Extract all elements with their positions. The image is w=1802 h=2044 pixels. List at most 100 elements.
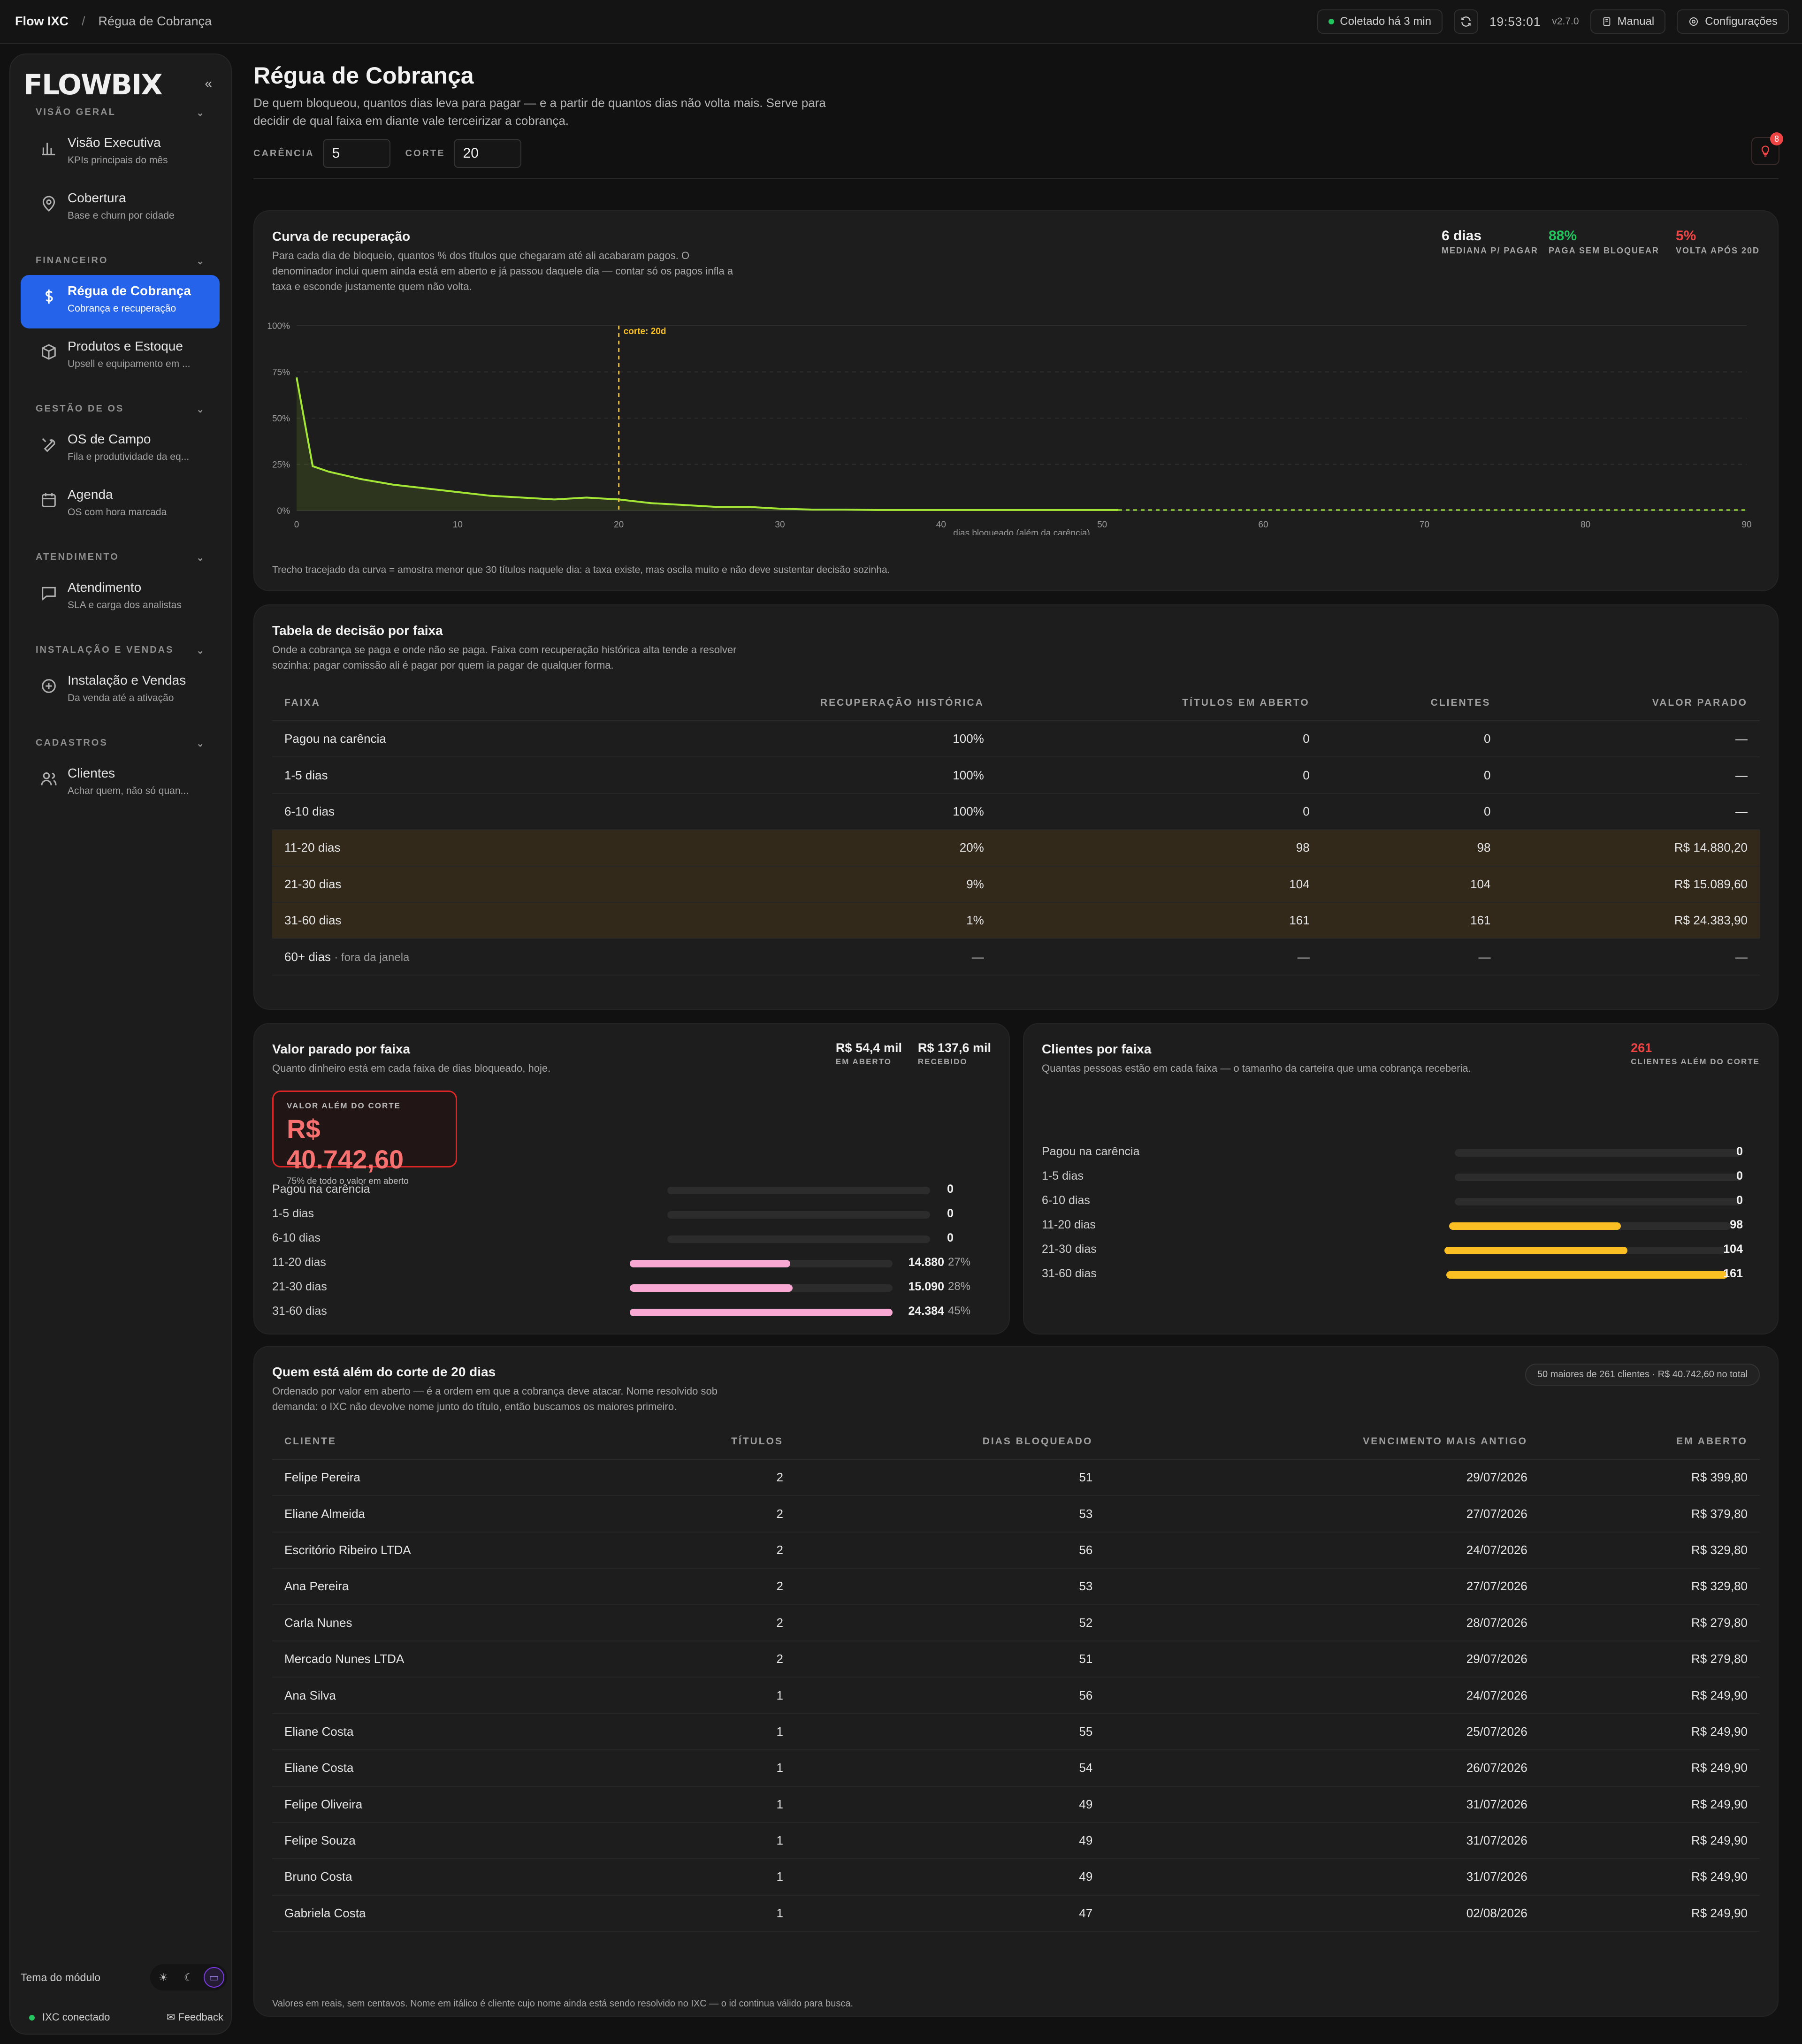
col-clientes[interactable]: CLIENTES: [1321, 685, 1503, 721]
bar-fill: [630, 1309, 893, 1316]
decision-cell: R$ 15.089,60: [1503, 866, 1760, 903]
section-gestao-de-os[interactable]: GESTÃO DE OS ⌄: [36, 404, 206, 415]
map-pin-icon: [42, 196, 55, 212]
section-cadastros[interactable]: CADASTROS ⌄: [36, 738, 206, 749]
client-cell: 56: [795, 1677, 1105, 1714]
bar-value: 98: [1730, 1218, 1743, 1231]
x-axis-label: dias bloqueado (além da carência): [953, 528, 1090, 535]
sidebar-item-regua-de-cobranca[interactable]: Régua de Cobrança Cobrança e recuperação: [21, 275, 220, 328]
x-tick-label: 10: [453, 520, 463, 530]
sidebar-item-agenda[interactable]: Agenda OS com hora marcada: [21, 479, 220, 532]
decision-table-card: Tabela de decisão por faixa Onde a cobra…: [253, 604, 1779, 1010]
corte-label: CORTE: [405, 148, 445, 159]
decision-cell: 1-5 dias: [272, 757, 593, 794]
book-icon: [1603, 17, 1610, 26]
feedback-label: Feedback: [178, 2011, 223, 2023]
decision-cell: —: [1503, 793, 1760, 831]
client-cell: 29/07/2026: [1105, 1640, 1540, 1678]
sidebar-item-produtos-e-estoque[interactable]: Produtos e Estoque Upsell e equipamento …: [21, 330, 220, 384]
collapse-sidebar-icon[interactable]: «: [205, 76, 212, 91]
bar-label: 1-5 dias: [1042, 1169, 1084, 1182]
client-row[interactable]: Felipe Souza 1 49 31/07/2026 R$ 249,90: [272, 1822, 1760, 1860]
client-row[interactable]: Felipe Oliveira 1 49 31/07/2026 R$ 249,90: [272, 1786, 1760, 1823]
col-em-aberto[interactable]: EM ABERTO: [1539, 1424, 1760, 1460]
bar-percent: 45%: [948, 1304, 971, 1317]
box-icon: [42, 344, 56, 360]
client-cell: 29/07/2026: [1105, 1459, 1540, 1496]
moon-icon[interactable]: ☾: [183, 1971, 194, 1983]
corte-input[interactable]: 20: [453, 139, 521, 168]
decision-table: FAIXA RECUPERAÇÃO HISTÓRICA TÍTULOS EM A…: [272, 685, 1760, 976]
section-instalacao-e-vendas[interactable]: INSTALAÇÃO E VENDAS ⌄: [36, 645, 206, 656]
col-faixa[interactable]: FAIXA: [272, 685, 593, 721]
breadcrumb-app[interactable]: Flow IXC: [15, 14, 69, 28]
client-row[interactable]: Ana Silva 1 56 24/07/2026 R$ 249,90: [272, 1677, 1760, 1714]
decision-row: 60+ dias · fora da janela — — — —: [272, 938, 1760, 976]
sidebar-item-label: Produtos e Estoque: [68, 339, 183, 353]
client-cell: Escritório Ribeiro LTDA: [272, 1532, 620, 1569]
bar-track: [1455, 1198, 1742, 1205]
col-dias-bloqueado[interactable]: DIAS BLOQUEADO: [795, 1424, 1105, 1460]
col-vencimento[interactable]: VENCIMENTO MAIS ANTIGO: [1105, 1424, 1540, 1460]
settings-button[interactable]: Configurações: [1677, 9, 1789, 34]
client-cell: Eliane Costa: [272, 1713, 620, 1751]
section-financeiro[interactable]: FINANCEIRO ⌄: [36, 255, 206, 267]
status-dot-icon: [1329, 19, 1335, 24]
client-row[interactable]: Gabriela Costa 1 47 02/08/2026 R$ 249,90: [272, 1895, 1760, 1932]
sidebar-item-instalacao-e-vendas[interactable]: Instalação e Vendas Da venda até a ativa…: [21, 664, 220, 718]
client-row[interactable]: Bruno Costa 1 49 31/07/2026 R$ 249,90: [272, 1859, 1760, 1896]
theme-label: Tema do módulo: [21, 1971, 101, 1983]
decision-cell: —: [1503, 757, 1760, 794]
client-row[interactable]: Eliane Almeida 2 53 27/07/2026 R$ 379,80: [272, 1495, 1760, 1533]
client-row[interactable]: Carla Nunes 2 52 28/07/2026 R$ 279,80: [272, 1604, 1760, 1641]
client-cell: 1: [619, 1677, 795, 1714]
client-cell: 49: [795, 1859, 1105, 1896]
header-divider: [253, 178, 1779, 179]
client-row[interactable]: Ana Pereira 2 53 27/07/2026 R$ 329,80: [272, 1568, 1760, 1605]
col-titulos[interactable]: TÍTULOS: [619, 1424, 795, 1460]
client-cell: Eliane Almeida: [272, 1495, 620, 1533]
decision-cell: —: [996, 938, 1322, 976]
bar-label: 1-5 dias: [272, 1207, 314, 1220]
decision-cell: 100%: [592, 721, 996, 758]
sidebar-item-cobertura[interactable]: Cobertura Base e churn por cidade: [21, 182, 220, 236]
client-row[interactable]: Eliane Costa 1 54 26/07/2026 R$ 249,90: [272, 1750, 1760, 1787]
decision-cell: R$ 24.383,90: [1503, 902, 1760, 939]
client-row[interactable]: Mercado Nunes LTDA 2 51 29/07/2026 R$ 279,80: [272, 1640, 1760, 1678]
col-cliente[interactable]: CLIENTE: [272, 1424, 620, 1460]
client-cell: R$ 249,90: [1539, 1895, 1760, 1932]
client-cell: 2: [619, 1640, 795, 1678]
col-titulos[interactable]: TÍTULOS EM ABERTO: [996, 685, 1322, 721]
sidebar-item-atendimento[interactable]: Atendimento SLA e carga dos analistas: [21, 572, 220, 625]
client-cell: 2: [619, 1495, 795, 1533]
x-tick-label: 40: [936, 520, 946, 530]
col-valor[interactable]: VALOR PARADO: [1503, 685, 1760, 721]
sun-icon[interactable]: ☀: [158, 1971, 168, 1983]
client-row[interactable]: Escritório Ribeiro LTDA 2 56 24/07/2026 R$ 3…: [272, 1532, 1760, 1569]
client-cell: R$ 329,80: [1539, 1568, 1760, 1605]
decision-title: Tabela de decisão por faixa: [272, 623, 443, 638]
sidebar-item-sub: OS com hora marcada: [68, 507, 167, 518]
section-atendimento[interactable]: ATENDIMENTO ⌄: [36, 552, 206, 563]
manual-button[interactable]: Manual: [1590, 9, 1666, 34]
client-cell: Bruno Costa: [272, 1859, 620, 1896]
decision-cell: 0: [996, 757, 1322, 794]
sidebar-item-sub: KPIs principais do mês: [68, 155, 168, 166]
client-row[interactable]: Eliane Costa 1 55 25/07/2026 R$ 249,90: [272, 1713, 1760, 1751]
connected-dot-icon: [29, 2015, 35, 2021]
carencia-input[interactable]: 5: [322, 139, 390, 168]
feedback-button[interactable]: ✉ Feedback: [166, 2011, 223, 2023]
bar-track: [1455, 1149, 1742, 1157]
monitor-icon[interactable]: ▭: [204, 1967, 224, 1988]
sidebar-item-visao-executiva[interactable]: Visão Executiva KPIs principais do mês: [21, 127, 220, 180]
sidebar-item-os-de-campo[interactable]: OS de Campo Fila e produtividade da eq..…: [21, 423, 220, 477]
theme-selector: Tema do módulo ☀ ☾ ▭: [21, 1964, 227, 1991]
refresh-button[interactable]: [1454, 9, 1479, 34]
alerts-button[interactable]: 8: [1751, 132, 1783, 165]
section-visao-geral[interactable]: VISÃO GERAL ⌄: [36, 107, 206, 118]
client-cell: 24/07/2026: [1105, 1532, 1540, 1569]
col-recuperacao[interactable]: RECUPERAÇÃO HISTÓRICA: [592, 685, 996, 721]
sidebar-item-clientes[interactable]: Clientes Achar quem, não só quan...: [21, 757, 220, 811]
client-row[interactable]: Felipe Pereira 2 51 29/07/2026 R$ 399,80: [272, 1459, 1760, 1496]
client-cell: 47: [795, 1895, 1105, 1932]
